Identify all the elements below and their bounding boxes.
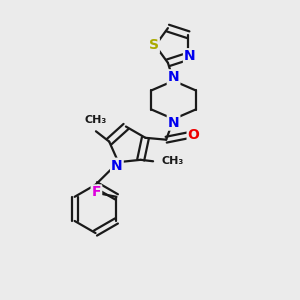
Text: N: N — [111, 159, 123, 173]
Text: N: N — [184, 49, 196, 63]
Text: CH₃: CH₃ — [161, 156, 184, 166]
Text: S: S — [149, 38, 159, 52]
Text: O: O — [188, 128, 200, 142]
Text: F: F — [92, 185, 101, 200]
Text: N: N — [168, 116, 179, 130]
Text: N: N — [168, 70, 179, 84]
Text: CH₃: CH₃ — [85, 115, 107, 125]
